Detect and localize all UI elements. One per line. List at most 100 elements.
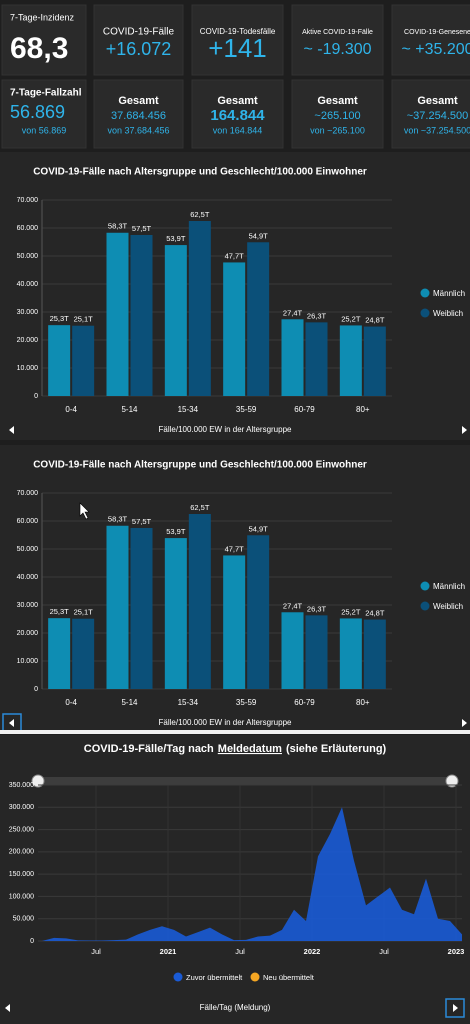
y-tick-label: 0 bbox=[30, 938, 34, 945]
tile-label: 7-Tage-Inzidenz bbox=[10, 12, 75, 22]
tile-label: 7-Tage-Fallzahl bbox=[10, 88, 82, 99]
tile bbox=[391, 79, 470, 149]
y-tick-label: 150.000 bbox=[9, 871, 34, 878]
legend-swatch bbox=[250, 972, 260, 982]
tile bbox=[291, 4, 384, 76]
bar-value-label: 24,8T bbox=[365, 316, 385, 325]
tile-sub: von 37.684.456 bbox=[107, 125, 169, 135]
bar bbox=[188, 514, 211, 689]
bar-value-label: 27,4T bbox=[283, 308, 303, 317]
tile-value: 37.684.456 bbox=[111, 110, 166, 122]
mouse-cursor bbox=[79, 502, 90, 520]
legend-label: Männlich bbox=[433, 289, 465, 298]
bar-value-label: 57,5T bbox=[132, 224, 152, 233]
bar-value-label: 47,7T bbox=[225, 251, 245, 260]
tile-value: 164.844 bbox=[210, 107, 265, 124]
bar bbox=[281, 612, 304, 689]
tile bbox=[191, 79, 284, 149]
bar-value-label: 57,5T bbox=[132, 517, 152, 526]
bar-value-label: 25,2T bbox=[341, 314, 361, 323]
x-tick-label: 2021 bbox=[160, 947, 177, 956]
bar-value-label: 62,5T bbox=[190, 503, 210, 512]
x-axis-title: Fälle/Tag (Meldung) bbox=[200, 1003, 271, 1012]
slider-handle[interactable] bbox=[445, 774, 459, 788]
y-tick-label: 20.000 bbox=[17, 337, 39, 344]
x-tick-label: 2023 bbox=[448, 947, 465, 956]
nav-arrow[interactable] bbox=[5, 1004, 10, 1012]
nav-arrow[interactable] bbox=[462, 426, 467, 434]
y-tick-label: 10.000 bbox=[17, 365, 39, 372]
tile-sub: von 56.869 bbox=[22, 125, 67, 135]
x-axis-title: Fälle/100.000 EW in der Altersgruppe bbox=[159, 425, 293, 434]
y-tick-label: 100.000 bbox=[9, 893, 34, 900]
y-tick-label: 50.000 bbox=[17, 253, 39, 260]
bar bbox=[48, 618, 71, 689]
nav-arrow[interactable] bbox=[462, 719, 467, 727]
x-tick-label: 5-14 bbox=[121, 698, 138, 707]
x-tick-label: Jul bbox=[91, 947, 101, 956]
bar bbox=[106, 232, 129, 396]
range-slider[interactable] bbox=[38, 777, 455, 785]
x-tick-label: Jul bbox=[379, 947, 389, 956]
bar bbox=[164, 538, 187, 689]
slider-handle[interactable] bbox=[31, 774, 45, 788]
nav-button[interactable] bbox=[445, 998, 465, 1018]
bar bbox=[363, 326, 386, 396]
tile bbox=[93, 79, 184, 149]
y-tick-label: 300.000 bbox=[9, 804, 34, 811]
tile bbox=[1, 79, 87, 149]
bar bbox=[48, 325, 71, 396]
tile-value: ~ +35.200 bbox=[401, 41, 470, 58]
tile-label: Gesamt bbox=[317, 95, 358, 107]
y-tick-label: 30.000 bbox=[17, 309, 39, 316]
x-tick-label: Jul bbox=[235, 947, 245, 956]
x-tick-label: 15-34 bbox=[178, 698, 199, 707]
x-tick-label: 15-34 bbox=[178, 405, 199, 414]
tile-value: ~265.100 bbox=[314, 110, 360, 122]
x-tick-label: 5-14 bbox=[121, 405, 138, 414]
bar bbox=[363, 619, 386, 689]
y-tick-label: 50.000 bbox=[13, 916, 35, 923]
tile-value: ~37.254.500 bbox=[407, 110, 468, 122]
nav-arrow[interactable] bbox=[9, 426, 14, 434]
nav-arrow[interactable] bbox=[9, 719, 14, 727]
nav-arrow[interactable] bbox=[453, 1004, 458, 1012]
title-part: (siehe Erläuterung) bbox=[286, 743, 387, 755]
bar-value-label: 54,9T bbox=[249, 231, 269, 240]
legend-swatch bbox=[420, 581, 430, 591]
bar bbox=[188, 221, 211, 396]
legend-swatch bbox=[420, 601, 430, 611]
x-tick-label: 80+ bbox=[356, 698, 370, 707]
bar-value-label: 27,4T bbox=[283, 601, 303, 610]
tile-label: Gesamt bbox=[217, 95, 258, 107]
y-tick-label: 10.000 bbox=[17, 658, 39, 665]
tile-sub: von ~37.254.500 bbox=[404, 125, 470, 135]
x-tick-label: 60-79 bbox=[294, 698, 315, 707]
tile-label: COVID-19-Fälle bbox=[103, 27, 175, 38]
bar-value-label: 47,7T bbox=[225, 544, 245, 553]
bar bbox=[106, 525, 129, 689]
x-tick-label: 0-4 bbox=[65, 405, 77, 414]
separator bbox=[0, 730, 470, 734]
y-tick-label: 70.000 bbox=[17, 490, 39, 497]
bar-value-label: 58,3T bbox=[108, 515, 128, 524]
bar-value-label: 26,3T bbox=[307, 311, 327, 320]
y-tick-label: 60.000 bbox=[17, 518, 39, 525]
tile bbox=[391, 4, 470, 76]
bar bbox=[305, 322, 328, 396]
chart-title: COVID-19-Fälle/Tag nach Meldedatum (siehe … bbox=[84, 743, 387, 755]
chart-title: COVID-19-Fälle nach Altersgruppe und Ges… bbox=[33, 460, 367, 471]
x-axis-title: Fälle/100.000 EW in der Altersgruppe bbox=[159, 718, 293, 727]
legend-swatch bbox=[173, 972, 183, 982]
y-tick-label: 0 bbox=[34, 393, 38, 400]
bar-value-label: 62,5T bbox=[190, 210, 210, 219]
y-tick-label: 60.000 bbox=[17, 225, 39, 232]
bar bbox=[281, 319, 304, 396]
bar-value-label: 25,2T bbox=[341, 607, 361, 616]
legend-swatch bbox=[420, 308, 430, 318]
bar bbox=[164, 245, 187, 396]
tile-label: Gesamt bbox=[417, 95, 458, 107]
x-tick-label: 80+ bbox=[356, 405, 370, 414]
bar-value-label: 25,1T bbox=[74, 608, 94, 617]
